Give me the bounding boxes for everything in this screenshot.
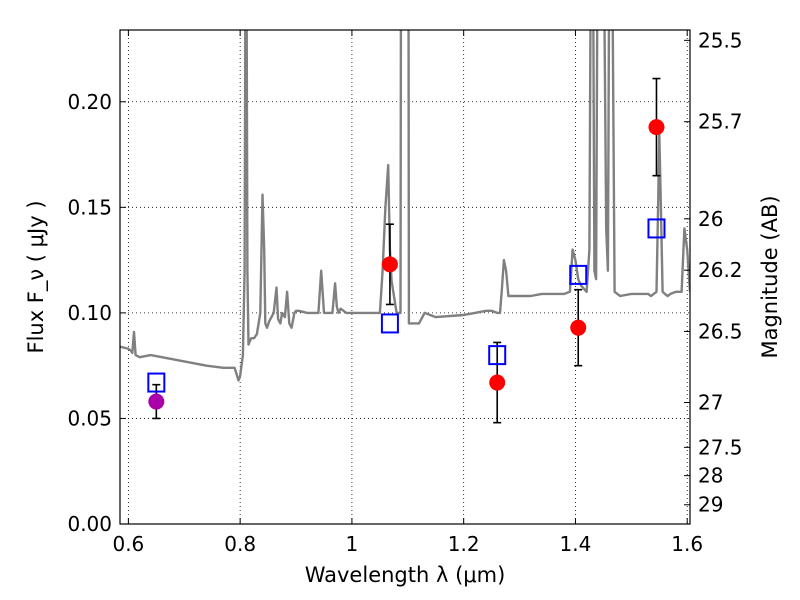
observed-flux-point	[648, 119, 665, 136]
magnitude-tick-label: 26.5	[698, 319, 743, 343]
magnitude-tick-label: 25.5	[698, 28, 743, 52]
x-tick-label: 1.4	[560, 532, 592, 556]
model-flux-square	[488, 345, 507, 366]
y-tick-label: 0.10	[67, 301, 112, 325]
magnitude-tick-label: 26	[698, 207, 723, 231]
observed-flux-point	[148, 393, 165, 410]
y-tick-label: 0.05	[67, 406, 112, 430]
x-axis-label: Wavelength λ (μm)	[305, 563, 506, 587]
observed-flux-point	[570, 319, 587, 336]
magnitude-tick-label: 29	[698, 493, 723, 517]
x-tick-label: 1.2	[448, 532, 480, 556]
x-tick-label: 0.8	[224, 532, 256, 556]
axis-ticks: 0.6 0.8 1 1.2 1.4 1.6 0.00 0.05 0.10 0.15 0.20 25.5…	[67, 28, 742, 556]
magnitude-tick-label: 27.5	[698, 435, 743, 459]
plot-frame	[119, 29, 691, 525]
x-tick-label: 0.6	[112, 532, 144, 556]
y-tick-label: 0.15	[67, 195, 112, 219]
y-tick-label: 0.20	[67, 90, 112, 114]
model-flux-square	[380, 313, 399, 334]
magnitude-tick-label: 26.2	[698, 258, 743, 282]
magnitude-axis-label: Magnitude (AB)	[758, 195, 782, 358]
x-tick-label: 1.6	[671, 532, 703, 556]
plot-data	[120, 30, 690, 424]
observed-flux-point	[489, 374, 506, 391]
model-spectrum-line	[120, 30, 690, 382]
model-flux-square	[569, 264, 588, 285]
x-tick-label: 1	[346, 532, 359, 556]
magnitude-tick-label: 25.7	[698, 110, 743, 134]
magnitude-tick-label: 28	[698, 464, 723, 488]
grid	[120, 30, 690, 524]
magnitude-tick-label: 27	[698, 391, 723, 415]
model-flux-square	[147, 372, 166, 393]
y-tick-label: 0.00	[67, 512, 112, 536]
observed-flux-point	[381, 256, 398, 273]
y-axis-label: Flux F_ν ( μJy )	[24, 200, 49, 353]
model-flux-square	[647, 218, 666, 239]
